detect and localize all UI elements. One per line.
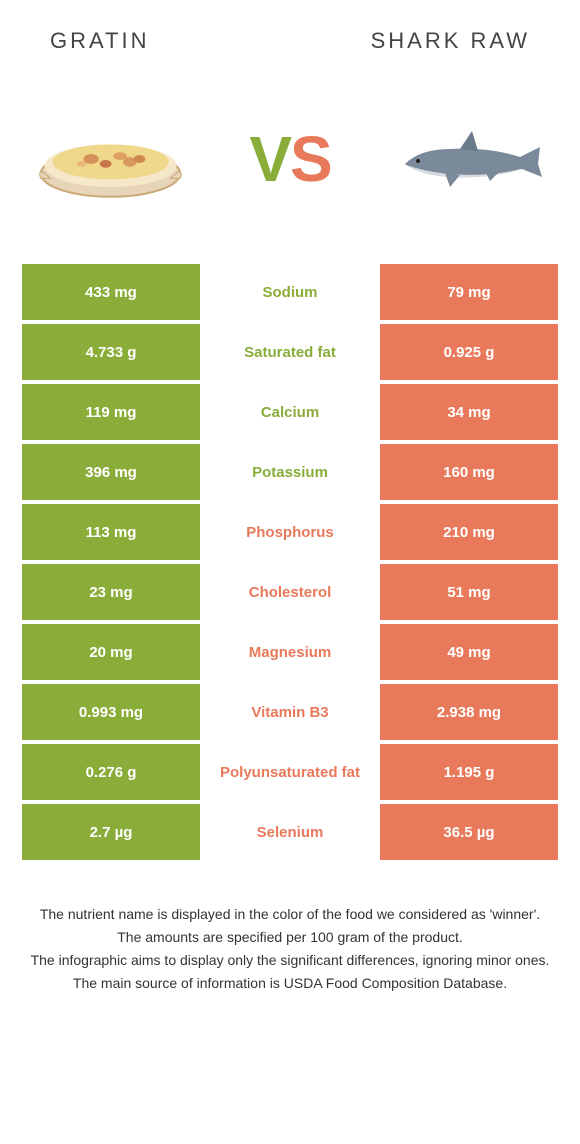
left-value-cell: 4.733 g <box>22 324 200 380</box>
vs-row: VS <box>0 64 580 264</box>
nutrient-label-cell: Sodium <box>200 264 380 320</box>
right-value-cell: 34 mg <box>380 384 558 440</box>
footer-notes: The nutrient name is displayed in the co… <box>0 864 580 994</box>
nutrient-label-cell: Calcium <box>200 384 380 440</box>
table-row: 113 mgPhosphorus210 mg <box>22 504 558 560</box>
vs-v-letter: V <box>249 123 290 195</box>
right-value-cell: 1.195 g <box>380 744 558 800</box>
table-row: 119 mgCalcium34 mg <box>22 384 558 440</box>
right-value-cell: 79 mg <box>380 264 558 320</box>
footer-line-4: The main source of information is USDA F… <box>30 973 550 994</box>
left-value-cell: 119 mg <box>22 384 200 440</box>
shark-image <box>390 104 550 214</box>
table-row: 4.733 gSaturated fat0.925 g <box>22 324 558 380</box>
right-value-cell: 2.938 mg <box>380 684 558 740</box>
left-value-cell: 433 mg <box>22 264 200 320</box>
right-value-cell: 51 mg <box>380 564 558 620</box>
nutrient-label-cell: Vitamin B3 <box>200 684 380 740</box>
left-value-cell: 20 mg <box>22 624 200 680</box>
right-value-cell: 210 mg <box>380 504 558 560</box>
right-value-cell: 36.5 µg <box>380 804 558 860</box>
table-row: 20 mgMagnesium49 mg <box>22 624 558 680</box>
nutrient-label-cell: Magnesium <box>200 624 380 680</box>
table-row: 396 mgPotassium160 mg <box>22 444 558 500</box>
footer-line-2: The amounts are specified per 100 gram o… <box>30 927 550 948</box>
nutrient-label-cell: Cholesterol <box>200 564 380 620</box>
left-value-cell: 396 mg <box>22 444 200 500</box>
header-row: GRATIN SHARK RAW <box>0 0 580 64</box>
left-food-title: GRATIN <box>50 28 149 54</box>
nutrient-label-cell: Selenium <box>200 804 380 860</box>
left-value-cell: 0.276 g <box>22 744 200 800</box>
right-value-cell: 160 mg <box>380 444 558 500</box>
footer-line-1: The nutrient name is displayed in the co… <box>30 904 550 925</box>
right-value-cell: 49 mg <box>380 624 558 680</box>
nutrient-label-cell: Polyunsaturated fat <box>200 744 380 800</box>
table-row: 2.7 µgSelenium36.5 µg <box>22 804 558 860</box>
nutrient-label-cell: Phosphorus <box>200 504 380 560</box>
footer-line-3: The infographic aims to display only the… <box>30 950 550 971</box>
left-value-cell: 113 mg <box>22 504 200 560</box>
table-row: 23 mgCholesterol51 mg <box>22 564 558 620</box>
nutrient-label-cell: Potassium <box>200 444 380 500</box>
right-value-cell: 0.925 g <box>380 324 558 380</box>
table-row: 0.276 gPolyunsaturated fat1.195 g <box>22 744 558 800</box>
left-value-cell: 23 mg <box>22 564 200 620</box>
table-row: 433 mgSodium79 mg <box>22 264 558 320</box>
left-value-cell: 2.7 µg <box>22 804 200 860</box>
left-value-cell: 0.993 mg <box>22 684 200 740</box>
right-food-title: SHARK RAW <box>371 28 530 54</box>
vs-s-letter: S <box>290 123 331 195</box>
gratin-image <box>30 104 190 214</box>
nutrient-label-cell: Saturated fat <box>200 324 380 380</box>
nutrient-table: 433 mgSodium79 mg4.733 gSaturated fat0.9… <box>22 264 558 860</box>
vs-label: VS <box>249 122 330 196</box>
table-row: 0.993 mgVitamin B32.938 mg <box>22 684 558 740</box>
